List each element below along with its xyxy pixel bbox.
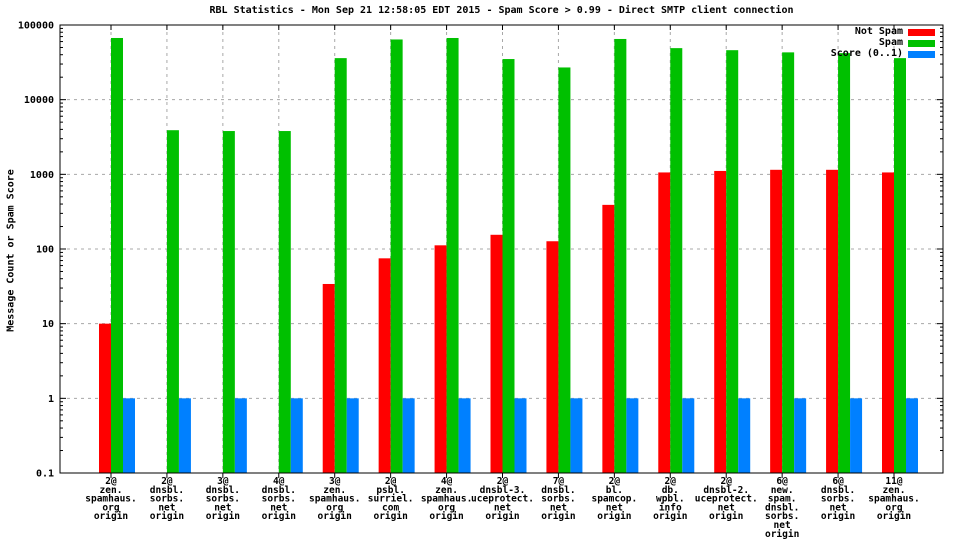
bar-score-0-1-13 <box>850 398 863 473</box>
bar-spam-14 <box>894 58 906 473</box>
bar-not-spam-4 <box>322 283 335 473</box>
legend-label-spam: Spam <box>878 37 903 48</box>
x-category-label: 2@ dnsbl-2. uceprotect. net origin <box>695 476 758 522</box>
x-category-label: 7@ dnsbl. sorbs. net origin <box>541 476 575 522</box>
legend-row-spam: Spam <box>831 37 935 48</box>
y-tick-label: 100 <box>36 245 54 256</box>
bar-spam-6 <box>446 37 459 473</box>
chart-title: RBL Statistics - Mon Sep 21 12:58:05 EDT… <box>209 5 794 16</box>
bar-score-0-1-11 <box>738 398 751 473</box>
bar-spam-0 <box>111 37 123 473</box>
legend: Not Spam Spam Score (0..1) <box>830 26 935 59</box>
y-tick-label: 10000 <box>24 95 54 106</box>
bar-score-0-1-0 <box>123 398 135 473</box>
bar-not-spam-14 <box>882 172 894 473</box>
x-category-label: 6@ dnsbl. sorbs. net origin <box>821 476 855 522</box>
x-category-label: 3@ dnsbl. sorbs. net origin <box>206 476 240 522</box>
x-category-label: 2@ dnsbl-3. uceprotect. net origin <box>471 476 534 522</box>
bar-not-spam-12 <box>770 169 783 474</box>
bar-spam-10 <box>670 48 683 474</box>
bar-score-0-1-2 <box>234 398 247 473</box>
bar-not-spam-7 <box>490 234 503 473</box>
bar-score-0-1-12 <box>794 398 807 473</box>
bar-spam-5 <box>390 39 403 473</box>
bar-score-0-1-5 <box>402 398 415 473</box>
bar-score-0-1-10 <box>682 398 695 473</box>
bar-spam-12 <box>782 52 795 474</box>
x-category-label: 2@ zen. spamhaus. org origin <box>85 476 136 522</box>
bar-not-spam-5 <box>378 258 391 473</box>
x-category-label: 3@ zen. spamhaus. org origin <box>309 476 360 522</box>
bar-spam-13 <box>838 53 851 474</box>
x-category-label: 4@ zen. spamhaus. org origin <box>421 476 472 522</box>
x-category-label: 2@ dnsbl. sorbs. net origin <box>150 476 184 522</box>
bar-score-0-1-14 <box>906 398 918 473</box>
legend-swatch-spam <box>908 39 935 47</box>
bar-not-spam-8 <box>546 241 559 473</box>
legend-label-not-spam: Not Spam <box>854 26 903 37</box>
legend-row-not-spam: Not Spam <box>831 26 935 37</box>
bar-score-0-1-7 <box>514 398 527 473</box>
bar-score-0-1-1 <box>178 398 191 473</box>
x-category-label: 11@ zen. spamhaus. org origin <box>868 476 919 522</box>
y-tick-label: 1000 <box>30 170 54 181</box>
x-category-label: 6@ new. spam. dnsbl. sorbs. net origin <box>765 476 799 540</box>
y-tick-label: 1 <box>48 394 54 405</box>
bar-spam-4 <box>334 58 347 473</box>
bar-not-spam-11 <box>714 170 727 473</box>
legend-swatch-score <box>908 50 935 58</box>
bar-not-spam-6 <box>434 245 447 473</box>
bar-spam-1 <box>166 130 179 474</box>
bar-not-spam-10 <box>658 172 671 473</box>
x-category-label: 2@ db. wpbl. info origin <box>653 476 687 522</box>
bar-spam-3 <box>278 131 291 473</box>
bar-spam-2 <box>222 131 235 473</box>
legend-swatch-not-spam <box>908 28 935 36</box>
bar-not-spam-13 <box>826 169 839 474</box>
bar-spam-7 <box>502 59 515 474</box>
bar-spam-8 <box>558 67 571 473</box>
bar-not-spam-0 <box>99 323 111 473</box>
legend-label-score: Score (0..1) <box>830 48 903 59</box>
bar-score-0-1-8 <box>570 398 583 473</box>
y-tick-label: 0.1 <box>36 469 54 480</box>
bar-score-0-1-4 <box>346 398 359 473</box>
legend-row-score: Score (0..1) <box>830 48 935 59</box>
bar-score-0-1-3 <box>290 398 303 473</box>
x-category-label: 2@ psbl. surriel. com origin <box>368 476 414 522</box>
bar-spam-11 <box>726 50 739 473</box>
bar-score-0-1-9 <box>626 398 639 473</box>
y-tick-label: 100000 <box>18 21 54 32</box>
bar-spam-9 <box>614 38 627 473</box>
bar-score-0-1-6 <box>458 398 471 473</box>
y-tick-label: 10 <box>42 319 54 330</box>
x-category-label: 4@ dnsbl. sorbs. net origin <box>262 476 296 522</box>
bar-not-spam-9 <box>602 204 615 473</box>
x-category-label: 2@ bl. spamcop. net origin <box>591 476 637 522</box>
